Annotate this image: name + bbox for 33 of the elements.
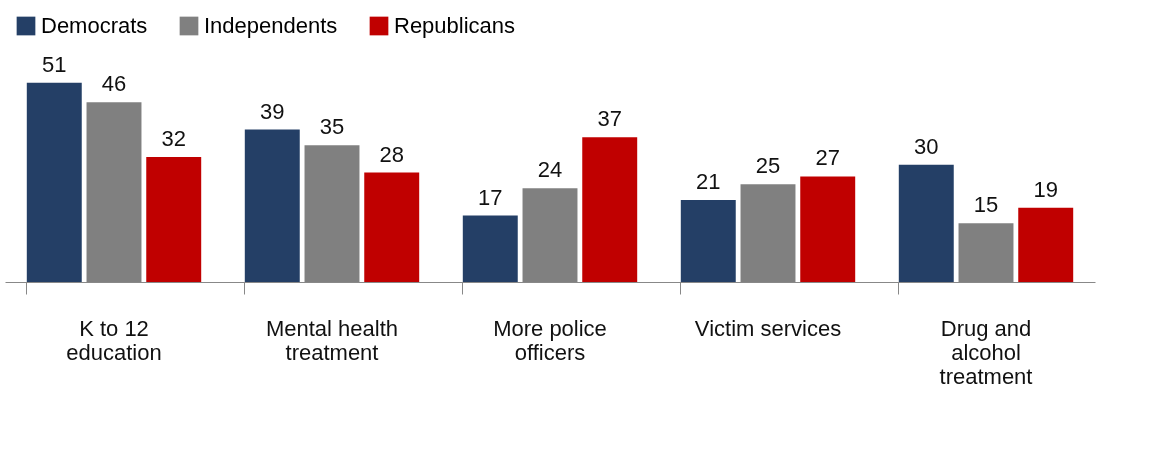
bar xyxy=(680,199,736,282)
data-label: 35 xyxy=(319,114,345,140)
data-label: 21 xyxy=(696,168,721,194)
bar xyxy=(244,129,300,282)
bar xyxy=(800,176,856,282)
data-label: 30 xyxy=(914,133,939,159)
data-label: 24 xyxy=(537,157,563,183)
bar xyxy=(26,82,82,282)
bar xyxy=(146,156,202,282)
data-label: 46 xyxy=(101,71,127,97)
bar xyxy=(364,172,420,282)
bar xyxy=(582,137,638,282)
legend-label: Independents xyxy=(204,13,338,38)
legend-label: Republicans xyxy=(394,13,516,38)
data-label: 15 xyxy=(973,192,999,218)
x-tick-label: Mental health treatment xyxy=(265,315,399,365)
data-label: 19 xyxy=(1033,176,1058,202)
bar xyxy=(462,215,518,282)
data-label: 39 xyxy=(260,98,285,124)
bar xyxy=(898,164,954,282)
data-label: 32 xyxy=(161,125,186,151)
bar xyxy=(1018,207,1074,282)
data-label: 37 xyxy=(597,106,622,132)
x-tick-label: Victim services xyxy=(694,315,842,341)
data-label: 51 xyxy=(42,51,67,77)
data-label: 28 xyxy=(379,141,404,167)
x-tick-label: More police officers xyxy=(493,315,607,365)
legend-label: Democrats xyxy=(41,13,148,38)
data-label: 17 xyxy=(478,184,503,210)
x-tick-label: K to 12 education xyxy=(66,315,162,365)
data-label: 27 xyxy=(815,145,840,171)
x-tick-label: Drug and alcohol treatment xyxy=(939,315,1033,389)
data-label: 25 xyxy=(755,153,781,179)
